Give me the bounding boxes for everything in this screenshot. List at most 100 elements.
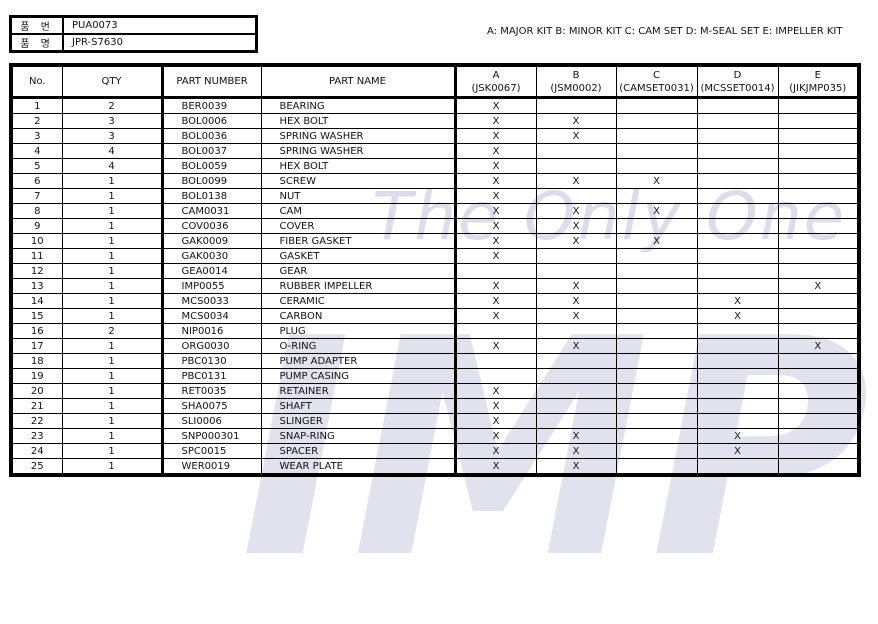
cell-no: 16 [10, 323, 63, 339]
cell-kit-c [615, 383, 698, 399]
cell-kit-a: X [454, 233, 537, 249]
cell-qty: 1 [61, 203, 164, 219]
cell-kit-d [696, 97, 779, 114]
cell-kit-e [777, 203, 860, 219]
cell-kit-b: X [535, 218, 617, 234]
header-kit-b: B (JSM0002) [535, 64, 617, 99]
kit-code: (JSK0067) [471, 82, 521, 94]
cell-kit-a [454, 323, 537, 339]
table-row: 5 4 BOL0059 HEX BOLT X [10, 158, 860, 174]
cell-kit-b: X [535, 458, 617, 476]
product-name-label: 품 명 [9, 33, 64, 53]
cell-part-name: SLINGER [260, 413, 457, 429]
cell-part-number: GAK0009 [161, 233, 262, 249]
header-part-name: PART NAME [260, 64, 457, 99]
cell-kit-b [535, 158, 617, 174]
cell-no: 12 [10, 263, 63, 279]
cell-part-name: SNAP-RING [260, 428, 457, 444]
cell-kit-b [535, 188, 617, 204]
cell-kit-a [454, 263, 537, 279]
cell-qty: 1 [61, 293, 164, 309]
table-row: 16 2 NIP0016 PLUG [10, 323, 860, 339]
cell-kit-e [777, 158, 860, 174]
cell-kit-c [615, 97, 698, 114]
cell-part-number: BOL0037 [161, 143, 262, 159]
cell-kit-d [696, 188, 779, 204]
cell-kit-e [777, 218, 860, 234]
cell-qty: 4 [61, 143, 164, 159]
cell-kit-a: X [454, 278, 537, 294]
cell-kit-d: X [696, 308, 779, 324]
cell-part-name: SPRING WASHER [260, 143, 457, 159]
cell-kit-c [615, 443, 698, 459]
cell-qty: 1 [61, 353, 164, 369]
cell-kit-d [696, 323, 779, 339]
cell-part-name: SPACER [260, 443, 457, 459]
cell-kit-a: X [454, 218, 537, 234]
cell-kit-d [696, 113, 779, 129]
cell-qty: 1 [61, 458, 164, 476]
cell-kit-d [696, 173, 779, 189]
cell-part-name: HEX BOLT [260, 113, 457, 129]
cell-kit-a [454, 368, 537, 384]
cell-kit-c [615, 143, 698, 159]
cell-kit-c [615, 278, 698, 294]
cell-no: 1 [10, 97, 63, 114]
cell-kit-b: X [535, 428, 617, 444]
cell-kit-b [535, 248, 617, 264]
cell-kit-e [777, 293, 860, 309]
cell-no: 6 [10, 173, 63, 189]
table-row: 11 1 GAK0030 GASKET X [10, 248, 860, 264]
cell-kit-e [777, 368, 860, 384]
cell-part-number: BOL0036 [161, 128, 262, 144]
cell-qty: 1 [61, 263, 164, 279]
cell-kit-d [696, 413, 779, 429]
parts-table: No. QTY PART NUMBER PART NAME A (JSK0067)… [9, 63, 861, 477]
cell-kit-a: X [454, 128, 537, 144]
cell-kit-d [696, 278, 779, 294]
table-row: 23 1 SNP000301 SNAP-RING X X X [10, 428, 860, 444]
cell-kit-b: X [535, 293, 617, 309]
part-no-label: 품 번 [9, 15, 64, 35]
cell-kit-b [535, 368, 617, 384]
cell-kit-c [615, 128, 698, 144]
cell-qty: 1 [61, 398, 164, 414]
cell-kit-d [696, 218, 779, 234]
cell-kit-a: X [454, 173, 537, 189]
cell-part-name: PUMP ADAPTER [260, 353, 457, 369]
cell-part-name: GEAR [260, 263, 457, 279]
header-qty: QTY [61, 64, 164, 99]
cell-no: 21 [10, 398, 63, 414]
cell-kit-a [454, 353, 537, 369]
cell-no: 13 [10, 278, 63, 294]
cell-qty: 1 [61, 218, 164, 234]
cell-kit-c [615, 308, 698, 324]
cell-kit-a: X [454, 188, 537, 204]
table-row: 17 1 ORG0030 O-RING X X X [10, 338, 860, 354]
cell-kit-b: X [535, 173, 617, 189]
cell-part-number: GEA0014 [161, 263, 262, 279]
cell-part-name: CAM [260, 203, 457, 219]
cell-kit-d [696, 158, 779, 174]
kit-code: (CAMSET0031) [619, 82, 694, 94]
cell-part-number: CAM0031 [161, 203, 262, 219]
cell-part-number: BER0039 [161, 97, 262, 114]
cell-kit-c [615, 338, 698, 354]
cell-no: 17 [10, 338, 63, 354]
table-row: 7 1 BOL0138 NUT X [10, 188, 860, 204]
cell-kit-c [615, 158, 698, 174]
header-kit-d: D (MCSSET0014) [696, 64, 779, 99]
cell-kit-c [615, 353, 698, 369]
cell-kit-a: X [454, 398, 537, 414]
cell-no: 11 [10, 248, 63, 264]
cell-part-name: PLUG [260, 323, 457, 339]
cell-no: 14 [10, 293, 63, 309]
table-row: 19 1 PBC0131 PUMP CASING [10, 368, 860, 384]
cell-kit-b [535, 263, 617, 279]
cell-kit-b [535, 323, 617, 339]
cell-part-name: COVER [260, 218, 457, 234]
cell-kit-e [777, 128, 860, 144]
cell-no: 22 [10, 413, 63, 429]
cell-qty: 1 [61, 413, 164, 429]
cell-qty: 2 [61, 97, 164, 114]
